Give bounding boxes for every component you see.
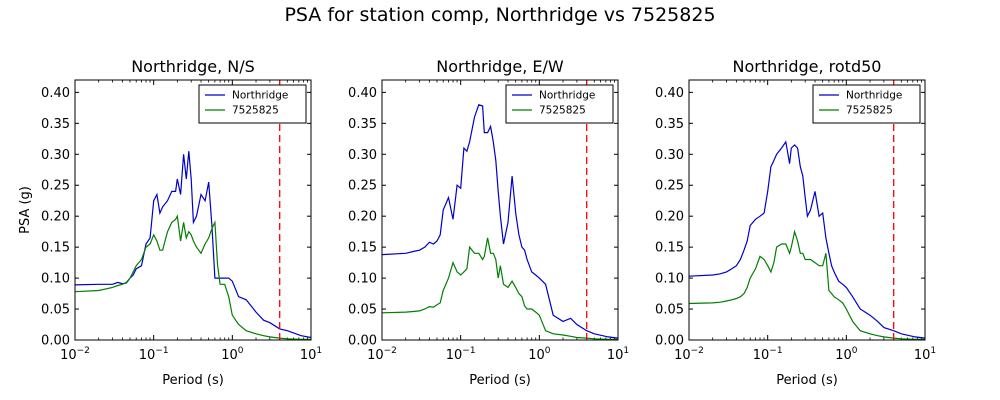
x-tick-label: 101 (607, 346, 629, 363)
y-tick-label: 0.10 (655, 272, 684, 287)
legend-label: 7525825 (232, 105, 279, 117)
series-line-northridge (689, 140, 925, 339)
y-axis-label: PSA (g) (18, 186, 33, 234)
x-tick-label: 101 (300, 346, 322, 363)
y-tick-label: 0.25 (348, 179, 377, 194)
chart-title: Northridge, N/S (131, 57, 255, 76)
legend: Northridge 7525825 (505, 84, 614, 124)
y-tick-label: 0.35 (348, 117, 377, 132)
x-tick-label: 100 (528, 346, 551, 363)
y-tick-label: 0.20 (655, 210, 684, 225)
y-tick-label: 0.00 (655, 334, 684, 349)
x-tick-label: 101 (914, 346, 936, 363)
y-tick-label: 0.00 (348, 334, 377, 349)
legend-label: Northridge (539, 90, 595, 102)
x-axis-label: Period (s) (162, 373, 224, 388)
y-tick-label: 0.35 (655, 117, 684, 132)
y-tick-label: 0.15 (41, 241, 70, 256)
y-tick-label: 0.15 (655, 241, 684, 256)
chart-title: Northridge, rotd50 (733, 57, 882, 76)
y-tick-label: 0.10 (41, 272, 70, 287)
legend-label: Northridge (232, 90, 288, 102)
legend-box (505, 84, 614, 124)
y-tick-label: 0.25 (41, 179, 70, 194)
x-tick-label: 10−2 (60, 346, 90, 363)
y-tick-label: 0.05 (348, 303, 377, 318)
y-tick-label: 0.40 (655, 86, 684, 101)
y-tick-label: 0.40 (348, 86, 377, 101)
chart-panel-1: Northridge, N/S 0.00 0.05 0.10 0.15 0.20 0.25 0… (18, 57, 322, 388)
y-tick-label: 0.15 (348, 241, 377, 256)
series-line-7525825 (75, 214, 311, 340)
plot-frame (688, 79, 926, 341)
x-tick-label: 10−1 (139, 346, 169, 363)
y-tick-label: 0.10 (348, 272, 377, 287)
chart-panel-3: Northridge, rotd50 0.00 0.05 0.10 0.15 0.20 0.… (655, 57, 936, 388)
legend-box (812, 84, 921, 124)
x-tick-label: 10−1 (753, 346, 783, 363)
legend-label: 7525825 (846, 105, 893, 117)
plot-frame (74, 79, 312, 341)
y-tick-label: 0.05 (655, 303, 684, 318)
x-tick-label: 10−2 (367, 346, 397, 363)
chart-panel-2: Northridge, E/W 0.00 0.05 0.10 0.15 0.20 0.25 0… (348, 57, 629, 388)
y-tick-label: 0.05 (41, 303, 70, 318)
series-line-7525825 (382, 237, 618, 340)
chart-title: Northridge, E/W (436, 57, 564, 76)
legend: Northridge 7525825 (812, 84, 921, 124)
x-tick-label: 10−2 (674, 346, 704, 363)
y-tick-label: 0.30 (348, 148, 377, 163)
x-axis-label: Period (s) (776, 373, 838, 388)
series-line-northridge (75, 151, 311, 339)
legend-box (198, 84, 307, 124)
figure-title: PSA for station comp, Northridge vs 7525… (284, 4, 716, 26)
y-tick-label: 0.00 (41, 334, 70, 349)
series-line-northridge (382, 104, 618, 339)
x-tick-label: 100 (835, 346, 858, 363)
x-axis-label: Period (s) (469, 373, 531, 388)
x-tick-label: 100 (221, 346, 244, 363)
legend: Northridge 7525825 (198, 84, 307, 124)
y-tick-label: 0.40 (41, 86, 70, 101)
y-tick-label: 0.30 (41, 148, 70, 163)
x-tick-label: 10−1 (446, 346, 476, 363)
series-line-7525825 (689, 229, 925, 340)
y-tick-label: 0.35 (41, 117, 70, 132)
y-tick-label: 0.25 (655, 179, 684, 194)
legend-label: 7525825 (539, 105, 586, 117)
y-tick-label: 0.20 (348, 210, 377, 225)
legend-label: Northridge (846, 90, 902, 102)
y-tick-label: 0.20 (41, 210, 70, 225)
y-tick-label: 0.30 (655, 148, 684, 163)
plot-frame (381, 79, 619, 341)
